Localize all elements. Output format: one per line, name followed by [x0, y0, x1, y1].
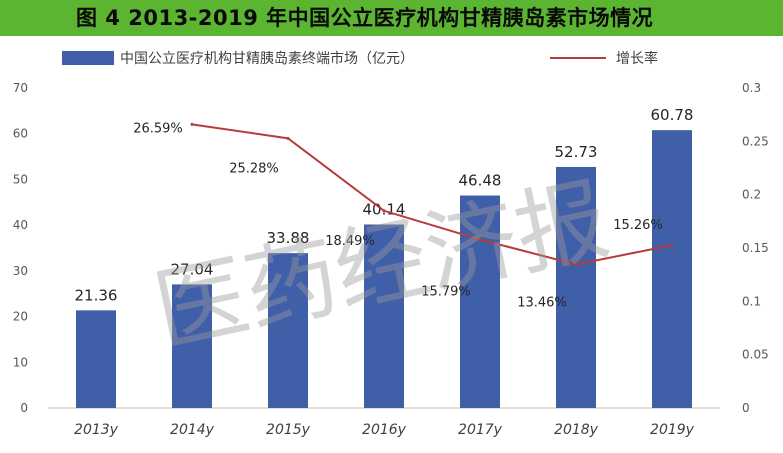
- left-tick-label: 60: [13, 127, 28, 141]
- right-tick-label: 0: [742, 401, 750, 415]
- growth-rate-label: 25.28%: [229, 161, 279, 176]
- bar: [268, 253, 308, 408]
- bar: [460, 195, 500, 408]
- growth-rate-point: [670, 243, 674, 247]
- growth-rate-label: 18.49%: [325, 234, 375, 249]
- bar-data-label: 52.73: [555, 143, 598, 161]
- growth-rate-label: 26.59%: [133, 121, 183, 136]
- bar: [76, 310, 116, 408]
- legend-swatch-bar: [62, 51, 114, 65]
- growth-rate-point: [574, 262, 578, 266]
- growth-rate-point: [478, 238, 482, 242]
- right-tick-label: 0.25: [742, 134, 769, 148]
- growth-rate-label: 15.26%: [613, 218, 663, 233]
- combo-chart: 0 10 20 30 40 50 60 70 0 0.05 0.1 0.15 0.2 0.25 0.3 21.…: [13, 50, 769, 438]
- growth-rate-point: [286, 136, 290, 140]
- growth-rate-label: 13.46%: [517, 295, 567, 310]
- right-tick-label: 0.2: [742, 188, 761, 202]
- x-tick-label: 2016y: [362, 422, 407, 438]
- left-tick-label: 50: [13, 172, 28, 186]
- bar-data-label: 33.88: [267, 229, 310, 247]
- right-tick-label: 0.1: [742, 294, 761, 308]
- x-tick-label: 2018y: [554, 422, 599, 438]
- x-tick-label: 2017y: [458, 422, 503, 438]
- left-tick-label: 10: [13, 355, 28, 369]
- bar-data-label: 21.36: [75, 286, 118, 304]
- legend-label-bar: 中国公立医疗机构甘精胰岛素终端市场（亿元）: [120, 50, 414, 67]
- bar-data-label: 46.48: [459, 172, 502, 190]
- growth-rate-label: 15.79%: [421, 285, 471, 300]
- bar: [172, 284, 212, 408]
- growth-rate-point: [190, 122, 194, 126]
- growth-rate-line: [191, 123, 673, 266]
- left-tick-label: 20: [13, 310, 28, 324]
- x-tick-label: 2015y: [266, 422, 311, 438]
- bar: [652, 130, 692, 409]
- left-tick-label: 30: [13, 264, 28, 278]
- x-tick-label: 2013y: [74, 422, 119, 438]
- right-tick-label: 0.15: [742, 241, 769, 255]
- bar: [556, 166, 596, 408]
- right-tick-label: 0.3: [742, 81, 761, 95]
- growth-rate-point: [382, 209, 386, 213]
- left-tick-label: 70: [13, 81, 28, 95]
- bar-data-label: 27.04: [171, 260, 214, 278]
- chart-title: 图 4 2013-2019 年中国公立医疗机构甘精胰岛素市场情况: [0, 0, 783, 36]
- legend-label-line: 增长率: [616, 50, 658, 67]
- x-tick-label: 2014y: [170, 422, 215, 438]
- x-tick-label: 2019y: [650, 422, 695, 438]
- left-tick-label: 0: [20, 401, 28, 415]
- bar: [364, 224, 404, 408]
- bar-data-label: 60.78: [651, 106, 694, 124]
- right-tick-label: 0.05: [742, 348, 769, 362]
- left-tick-label: 40: [13, 218, 28, 232]
